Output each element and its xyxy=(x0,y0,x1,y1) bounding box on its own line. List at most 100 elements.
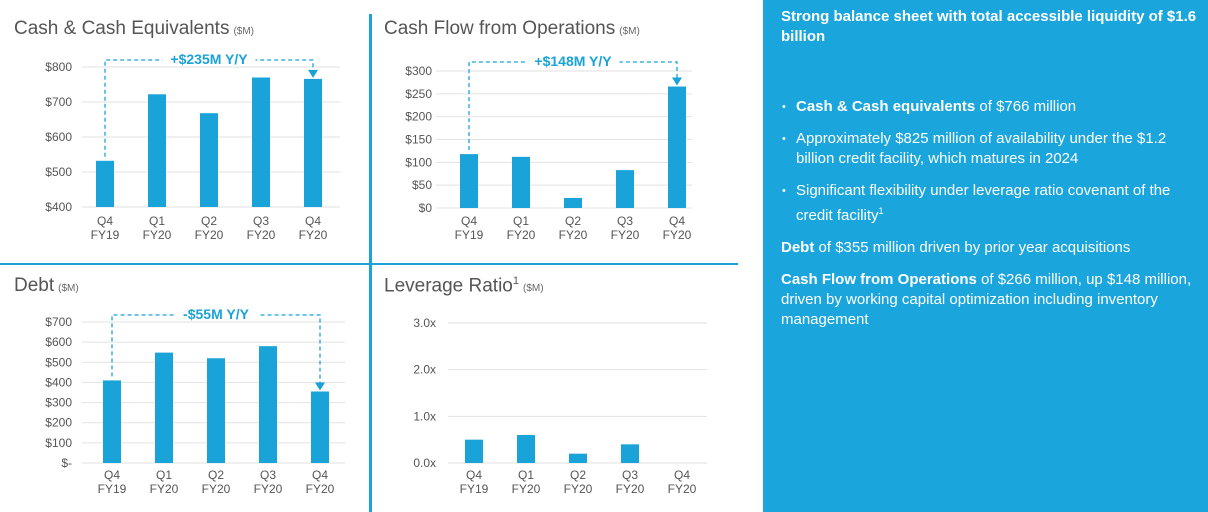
leverage-footnote: 1 xyxy=(512,275,519,287)
paragraph-bold: Cash Flow from Operations xyxy=(781,271,977,288)
x-tick-label: Q1 xyxy=(513,214,529,228)
x-tick-label: FY20 xyxy=(507,228,536,242)
y-tick-label: $400 xyxy=(45,200,72,214)
debt-chart: $-$100$200$300$400$500$600$700Q4FY19Q1FY… xyxy=(45,305,345,496)
debt-panel: Debt ($M) $- $100 $200 $300 $400 $500 $600 $700 Q… xyxy=(0,265,369,512)
x-tick-label: Q4 xyxy=(97,214,113,228)
y-tick-label: $50 xyxy=(412,178,432,192)
bar xyxy=(668,86,686,208)
paragraph-bold: Debt xyxy=(781,239,815,256)
y-tick-label: $700 xyxy=(45,95,72,109)
y-tick-label: $500 xyxy=(45,165,72,179)
y-tick-label: $600 xyxy=(45,130,72,144)
cfo-title-text: Cash Flow from Operations xyxy=(384,18,616,39)
x-tick-label: FY20 xyxy=(202,482,231,496)
bar xyxy=(304,78,322,208)
leverage-chart: 0.0x1.0x2.0x3.0xQ4FY19Q1FY20Q2FY20Q3FY20… xyxy=(413,316,707,496)
cash-title-text: Cash & Cash Equivalents xyxy=(14,18,230,39)
x-tick-label: Q2 xyxy=(208,468,224,482)
annotation-bracket xyxy=(111,314,321,384)
bar xyxy=(103,380,121,463)
y-tick-label: 1.0x xyxy=(413,409,436,423)
x-tick-label: FY19 xyxy=(91,228,120,242)
bar xyxy=(155,352,173,463)
bar xyxy=(616,170,634,208)
leverage-panel: Leverage Ratio1($M) 0.0x 1.0x 2.0x 3.0x Q4 FY… xyxy=(372,265,738,512)
sidebar-bullet: Cash & Cash equivalents of $766 million xyxy=(781,97,1200,117)
y-tick-label: $600 xyxy=(45,335,72,349)
x-tick-label: FY19 xyxy=(455,228,484,242)
cash-panel: Cash & Cash Equivalents ($M) $400 $500 $600… xyxy=(0,0,369,263)
bullet-footnote: 1 xyxy=(878,206,884,216)
annotation-label: -$55M Y/Y xyxy=(183,306,250,322)
x-tick-label: Q1 xyxy=(149,214,165,228)
y-tick-label: 3.0x xyxy=(413,316,436,330)
debt-panel-title: Debt ($M) xyxy=(14,275,79,297)
annotation-label-bg xyxy=(173,305,259,321)
x-tick-label: FY20 xyxy=(247,228,276,242)
x-tick-label: Q3 xyxy=(617,214,633,228)
sidebar-paragraph-cfo: Cash Flow from Operations of $266 millio… xyxy=(781,270,1200,330)
bar xyxy=(564,197,582,208)
x-tick-label: Q1 xyxy=(156,468,172,482)
y-tick-label: $300 xyxy=(405,64,432,78)
bar xyxy=(311,391,329,463)
y-tick-label: $250 xyxy=(405,87,432,101)
bar xyxy=(207,358,225,463)
annotation-arrowhead xyxy=(308,69,318,78)
x-tick-label: Q3 xyxy=(622,468,638,482)
bar xyxy=(200,113,218,207)
x-tick-label: Q2 xyxy=(565,214,581,228)
cash-unit: ($M) xyxy=(233,26,255,37)
x-tick-label: Q2 xyxy=(201,214,217,228)
annotation-bracket xyxy=(468,61,678,151)
x-tick-label: Q4 xyxy=(312,468,328,482)
y-tick-label: 2.0x xyxy=(413,363,436,377)
x-tick-label: FY20 xyxy=(150,482,179,496)
y-tick-label: $700 xyxy=(45,315,72,329)
x-tick-label: FY20 xyxy=(559,228,588,242)
y-tick-label: $200 xyxy=(405,110,432,124)
annotation-label: +$235M Y/Y xyxy=(170,51,248,67)
bar xyxy=(569,453,587,463)
y-tick-label: $500 xyxy=(45,355,72,369)
x-tick-label: Q4 xyxy=(466,468,482,482)
cash-panel-title: Cash & Cash Equivalents ($M) xyxy=(14,18,254,40)
cfo-panel: Cash Flow from Operations ($M) $0 $50 $100 $… xyxy=(372,0,738,263)
bar xyxy=(148,94,166,207)
y-tick-label: $800 xyxy=(45,60,72,74)
annotation-arrowhead xyxy=(672,77,682,86)
annotation-arrowhead xyxy=(315,382,325,391)
x-tick-label: FY20 xyxy=(306,482,335,496)
y-tick-label: $150 xyxy=(405,133,432,147)
bar xyxy=(465,439,483,463)
y-tick-label: $200 xyxy=(45,416,72,430)
sidebar-heading: Strong balance sheet with total accessib… xyxy=(781,8,1197,45)
x-tick-label: Q4 xyxy=(461,214,477,228)
debt-title-text: Debt xyxy=(14,275,55,296)
cfo-chart: $0$50$100$150$200$250$300Q4FY19Q1FY20Q2F… xyxy=(405,52,692,242)
sidebar-bullet-list: Cash & Cash equivalents of $766 million … xyxy=(781,97,1200,226)
bar xyxy=(517,435,535,463)
x-tick-label: Q4 xyxy=(104,468,120,482)
x-tick-label: FY20 xyxy=(254,482,283,496)
debt-unit: ($M) xyxy=(58,283,79,294)
x-tick-label: Q3 xyxy=(260,468,276,482)
x-tick-label: FY20 xyxy=(611,228,640,242)
cfo-panel-title: Cash Flow from Operations ($M) xyxy=(384,18,640,40)
x-tick-label: Q3 xyxy=(253,214,269,228)
paragraph-text: of $355 million driven by prior year acq… xyxy=(814,239,1131,256)
x-tick-label: FY19 xyxy=(98,482,127,496)
bullet-text: Significant flexibility under leverage r… xyxy=(796,182,1171,224)
bullet-bold: Cash & Cash equivalents xyxy=(796,98,976,115)
bar xyxy=(259,346,277,463)
x-tick-label: FY20 xyxy=(668,482,697,496)
sidebar-paragraph-debt: Debt of $355 million driven by prior yea… xyxy=(781,238,1200,258)
x-tick-label: FY20 xyxy=(143,228,172,242)
annotation-bracket xyxy=(104,59,314,157)
x-tick-label: Q4 xyxy=(305,214,321,228)
x-tick-label: Q2 xyxy=(570,468,586,482)
annotation-label-bg xyxy=(526,52,620,68)
x-tick-label: Q4 xyxy=(674,468,690,482)
sidebar-bullet: Significant flexibility under leverage r… xyxy=(781,181,1200,226)
